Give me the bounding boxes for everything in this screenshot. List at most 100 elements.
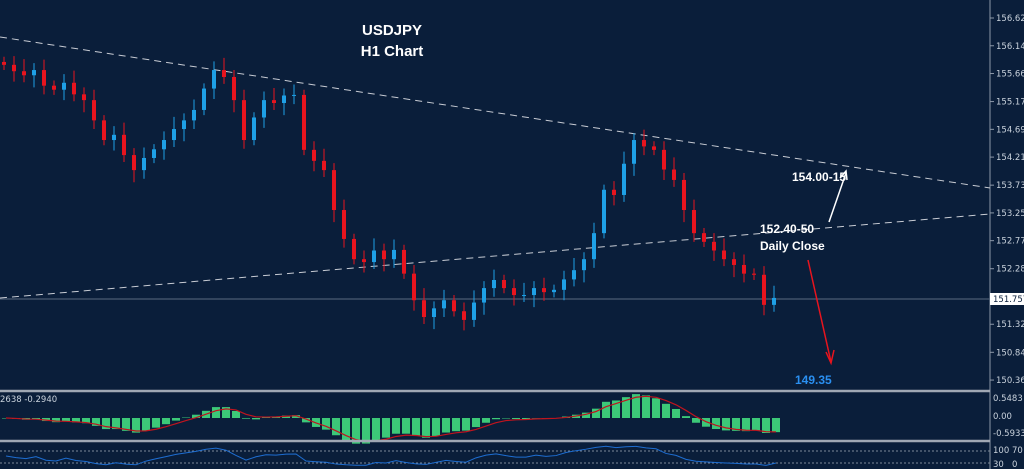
candle [102, 115, 106, 146]
macd-histogram-bar [162, 418, 170, 425]
candle-body [582, 259, 586, 271]
macd-histogram-bar [142, 418, 150, 431]
candle [182, 113, 186, 142]
candle [742, 254, 746, 283]
candle-body [492, 280, 496, 289]
candles [2, 56, 776, 331]
macd-histogram-bar [742, 418, 750, 432]
up-arrow [828, 169, 848, 223]
candle [192, 99, 196, 130]
macd-histogram-bar [352, 418, 360, 444]
candle-body [562, 279, 566, 290]
candle [572, 258, 576, 287]
candle [342, 199, 346, 248]
candle-body [22, 71, 26, 76]
macd-histogram-bar [112, 418, 120, 430]
price-tick-label: 155.660 [996, 70, 1024, 80]
candle [32, 63, 36, 88]
macd-histogram-bar [442, 418, 450, 433]
macd-histogram-bar [612, 400, 620, 418]
candle-body [102, 120, 106, 141]
macd-histogram-bar [642, 395, 650, 418]
candle [602, 184, 606, 239]
candle [132, 148, 136, 183]
candle [92, 89, 96, 130]
candle [722, 238, 726, 267]
candle-body [162, 140, 166, 150]
candle-body [532, 288, 536, 296]
macd-histogram-bar [412, 418, 420, 436]
candle-body [612, 189, 616, 195]
price-tick-label: 152.285 [996, 265, 1024, 275]
macd-histogram-bar [602, 401, 610, 418]
candle-body [392, 249, 396, 260]
macd-tick-min: -0.5933 [993, 429, 1024, 439]
candle [552, 284, 556, 298]
candle [412, 264, 416, 311]
candle-body [572, 270, 576, 280]
macd-histogram-bar [122, 418, 130, 431]
price-tick-label: 150.840 [996, 348, 1024, 358]
pivot-note-label: Daily Close [760, 239, 825, 253]
candle-body [132, 155, 136, 171]
price-tick-label: 155.175 [996, 98, 1024, 108]
macd-histogram-bar [362, 418, 370, 444]
candle-body [62, 82, 66, 90]
macd-histogram-bar [212, 407, 220, 418]
candle [222, 57, 226, 84]
candle-body [332, 170, 336, 211]
candle [422, 288, 426, 324]
candle [492, 269, 496, 297]
candle-body [712, 241, 716, 251]
macd-histogram-bar [372, 418, 380, 440]
candle-body [352, 238, 356, 260]
candle [202, 83, 206, 116]
candle [482, 281, 486, 315]
candle-body [142, 157, 146, 171]
candle-body [232, 76, 236, 101]
macd-label: 2638 -0.2940 [0, 395, 57, 405]
candle-body [252, 117, 256, 141]
rsi-panel [5, 445, 777, 466]
candle [402, 244, 406, 279]
candle [532, 281, 536, 308]
candle [142, 147, 146, 179]
candle [452, 295, 456, 317]
macd-histogram-bar [292, 415, 300, 418]
candle [252, 112, 256, 146]
macd-histogram-bar [672, 408, 680, 418]
macd-histogram-bar [432, 418, 440, 436]
candle-body [412, 273, 416, 301]
macd-histogram-bar [762, 418, 770, 434]
macd-histogram-bar [652, 398, 660, 418]
macd-histogram-bar [322, 418, 330, 430]
candle-body [152, 149, 156, 158]
target-down-label: 149.35 [795, 373, 832, 387]
macd-histogram-bar [92, 418, 100, 426]
candle-body [12, 64, 16, 72]
candle-body [632, 140, 636, 164]
candle [272, 87, 276, 110]
candle [362, 250, 366, 273]
candle-body [172, 129, 176, 141]
macd-histogram-bar [682, 416, 690, 418]
macd-histogram-bar [172, 418, 180, 421]
macd-histogram-bar [72, 418, 80, 423]
candle-body [272, 100, 276, 104]
candle [322, 148, 326, 178]
candle [642, 129, 646, 156]
candle-body [592, 233, 596, 260]
candle [22, 59, 26, 83]
macd-histogram-bar [592, 408, 600, 418]
macd-histogram-bar [332, 418, 340, 436]
macd-panel [2, 394, 780, 444]
macd-histogram-bar [702, 418, 710, 427]
candle [232, 70, 236, 113]
rsi-tick-70: 70 [1012, 446, 1023, 456]
candle-body [182, 120, 186, 130]
candle-body [642, 140, 646, 147]
candle [212, 61, 216, 99]
candle [352, 233, 356, 265]
candle-body [192, 109, 196, 121]
upper-trendline [0, 36, 991, 189]
